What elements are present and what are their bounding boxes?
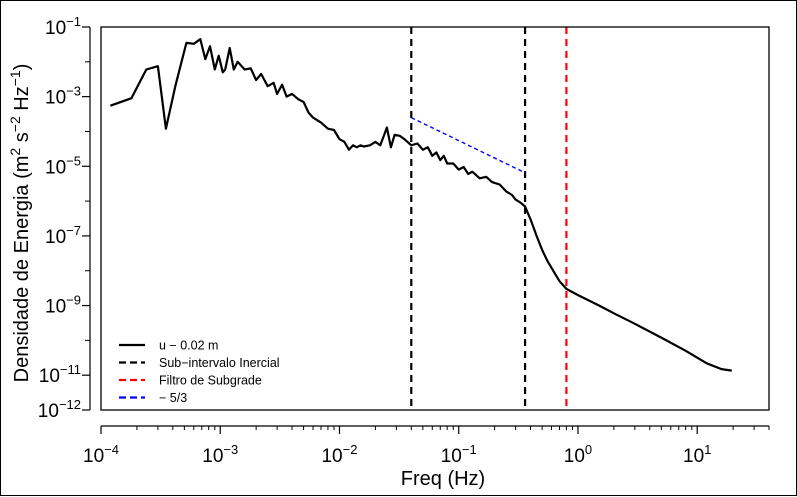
plot-layer [110, 27, 732, 410]
plot-box [100, 26, 770, 411]
axes-layer: 10−4 10−3 10−2 10−1 100 101 10−1 10−3 10−5 10−7 10… [38, 14, 770, 467]
x-tick-label: 100 [564, 442, 592, 467]
reference-slope-line [410, 116, 526, 174]
x-tick-label: 10−4 [83, 442, 119, 467]
x-tick-label: 101 [683, 442, 711, 467]
x-tick-label: 10−3 [202, 442, 238, 467]
legend-label: u − 0.02 m [159, 339, 218, 353]
legend: u − 0.02 m Sub−intervalo Inercial Filtro d… [119, 339, 280, 405]
y-tick-label: 10−12 [38, 397, 81, 422]
y-tick-label: 10−9 [45, 293, 81, 318]
y-axis-label: Densidade de Energia (m2 s−2 Hz−1) [7, 64, 33, 383]
y-tick-label: 10−3 [45, 84, 81, 109]
y-tick-label: 10−5 [45, 153, 81, 178]
y-tick-label: 10−7 [45, 223, 81, 248]
y-tick-label: 10−1 [45, 14, 81, 39]
x-tick-label: 10−2 [321, 442, 357, 467]
legend-label: Sub−intervalo Inercial [159, 356, 280, 370]
y-tick-label: 10−11 [39, 362, 81, 387]
x-tick-label: 10−1 [441, 442, 477, 467]
legend-label: − 5/3 [159, 391, 187, 405]
series-line [110, 38, 732, 372]
legend-label: Filtro de Subgrade [159, 374, 262, 388]
x-axis-label: Freq (Hz) [401, 468, 485, 490]
